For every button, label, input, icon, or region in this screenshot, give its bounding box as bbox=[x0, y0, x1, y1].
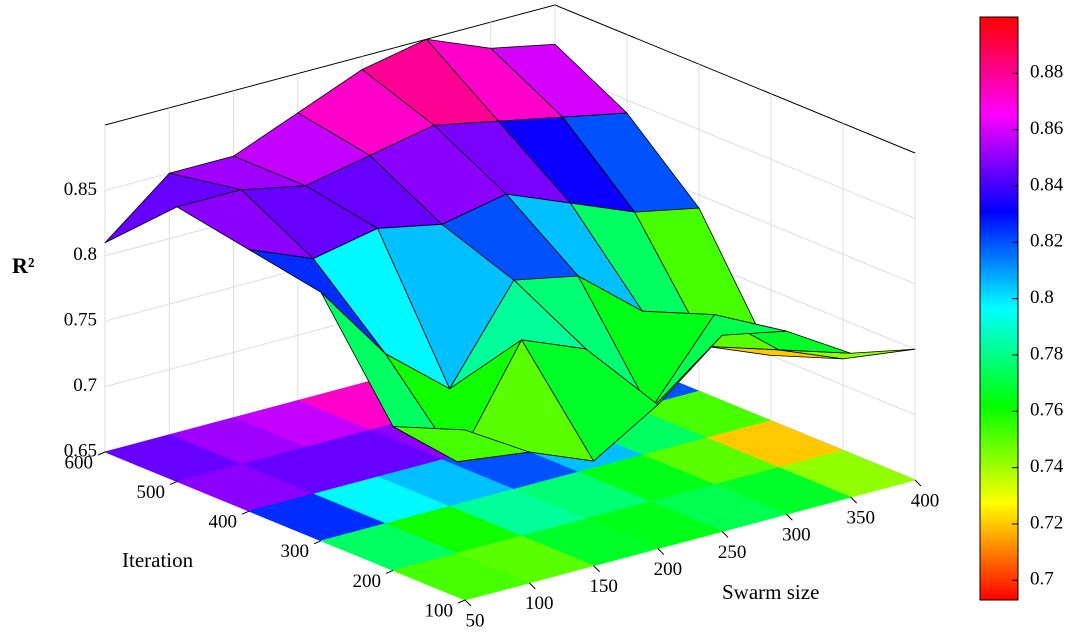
surface bbox=[104, 38, 916, 463]
colorbar-tick-label: 0.74 bbox=[1030, 456, 1064, 477]
x-tick-label: 150 bbox=[589, 576, 618, 597]
z-tick-label: 0.65 bbox=[64, 440, 97, 461]
y-tick-label: 100 bbox=[425, 600, 454, 621]
x-tick bbox=[721, 531, 729, 538]
axis-labels: 0.65 0.7 0.75 0.8 0.85 50 100 150 200 250 300 350 40… bbox=[64, 179, 940, 632]
y-tick-label: 300 bbox=[281, 541, 310, 562]
colorbar-tick-label: 0.8 bbox=[1030, 287, 1054, 308]
x-tick-label: 50 bbox=[466, 610, 485, 631]
colorbar-tick-label: 0.86 bbox=[1030, 118, 1063, 139]
z-tick-label: 0.7 bbox=[73, 375, 97, 396]
x-tick-label: 350 bbox=[846, 508, 875, 529]
colorbar-tick-label: 0.76 bbox=[1030, 400, 1063, 421]
x-tick bbox=[657, 548, 665, 555]
z-tick-label: 0.8 bbox=[73, 244, 97, 265]
x-tick-label: 200 bbox=[654, 559, 683, 580]
x-tick-label: 300 bbox=[782, 525, 811, 546]
y-axis-label: Iteration bbox=[122, 548, 194, 572]
z-tick-label: 0.85 bbox=[64, 179, 97, 200]
colorbar-tick-label: 0.82 bbox=[1030, 231, 1063, 252]
colorbar-tick-label: 0.78 bbox=[1030, 343, 1063, 364]
y-tick bbox=[241, 510, 250, 515]
x-axis-label: Swarm size bbox=[722, 580, 819, 604]
y-tick-label: 400 bbox=[209, 512, 238, 533]
x-tick bbox=[914, 479, 922, 487]
colorbar-tick-label: 0.84 bbox=[1030, 174, 1064, 195]
y-tick bbox=[97, 451, 106, 456]
x-tick bbox=[786, 513, 793, 521]
y-tick-label: 600 bbox=[65, 452, 94, 473]
y-tick bbox=[385, 569, 394, 574]
colorbar bbox=[979, 16, 1019, 601]
x-tick-label: 100 bbox=[525, 593, 554, 614]
z-tick-label: 0.75 bbox=[64, 310, 97, 331]
surface-cell bbox=[392, 426, 530, 463]
contour-cell bbox=[391, 552, 531, 601]
x-tick bbox=[464, 599, 472, 607]
z-axis-label: R² bbox=[12, 253, 35, 278]
x-tick-label: 400 bbox=[911, 490, 940, 511]
colorbar-tick-label: 0.88 bbox=[1030, 62, 1063, 83]
colorbar-ticks: 0.7 0.72 0.74 0.76 0.78 0.8 0.82 0.84 0.86 0.88 bbox=[1012, 62, 1064, 590]
x-tick bbox=[528, 582, 536, 590]
x-tick bbox=[850, 496, 858, 504]
y-tick bbox=[457, 599, 466, 604]
colorbar-tick-label: 0.72 bbox=[1030, 512, 1063, 533]
x-tick-label: 250 bbox=[718, 542, 747, 563]
y-tick bbox=[313, 540, 322, 545]
y-tick-label: 500 bbox=[137, 482, 166, 503]
colorbar-tick-label: 0.7 bbox=[1030, 569, 1054, 590]
y-tick-label: 200 bbox=[353, 571, 382, 592]
y-tick bbox=[169, 481, 178, 486]
x-tick bbox=[593, 565, 600, 573]
